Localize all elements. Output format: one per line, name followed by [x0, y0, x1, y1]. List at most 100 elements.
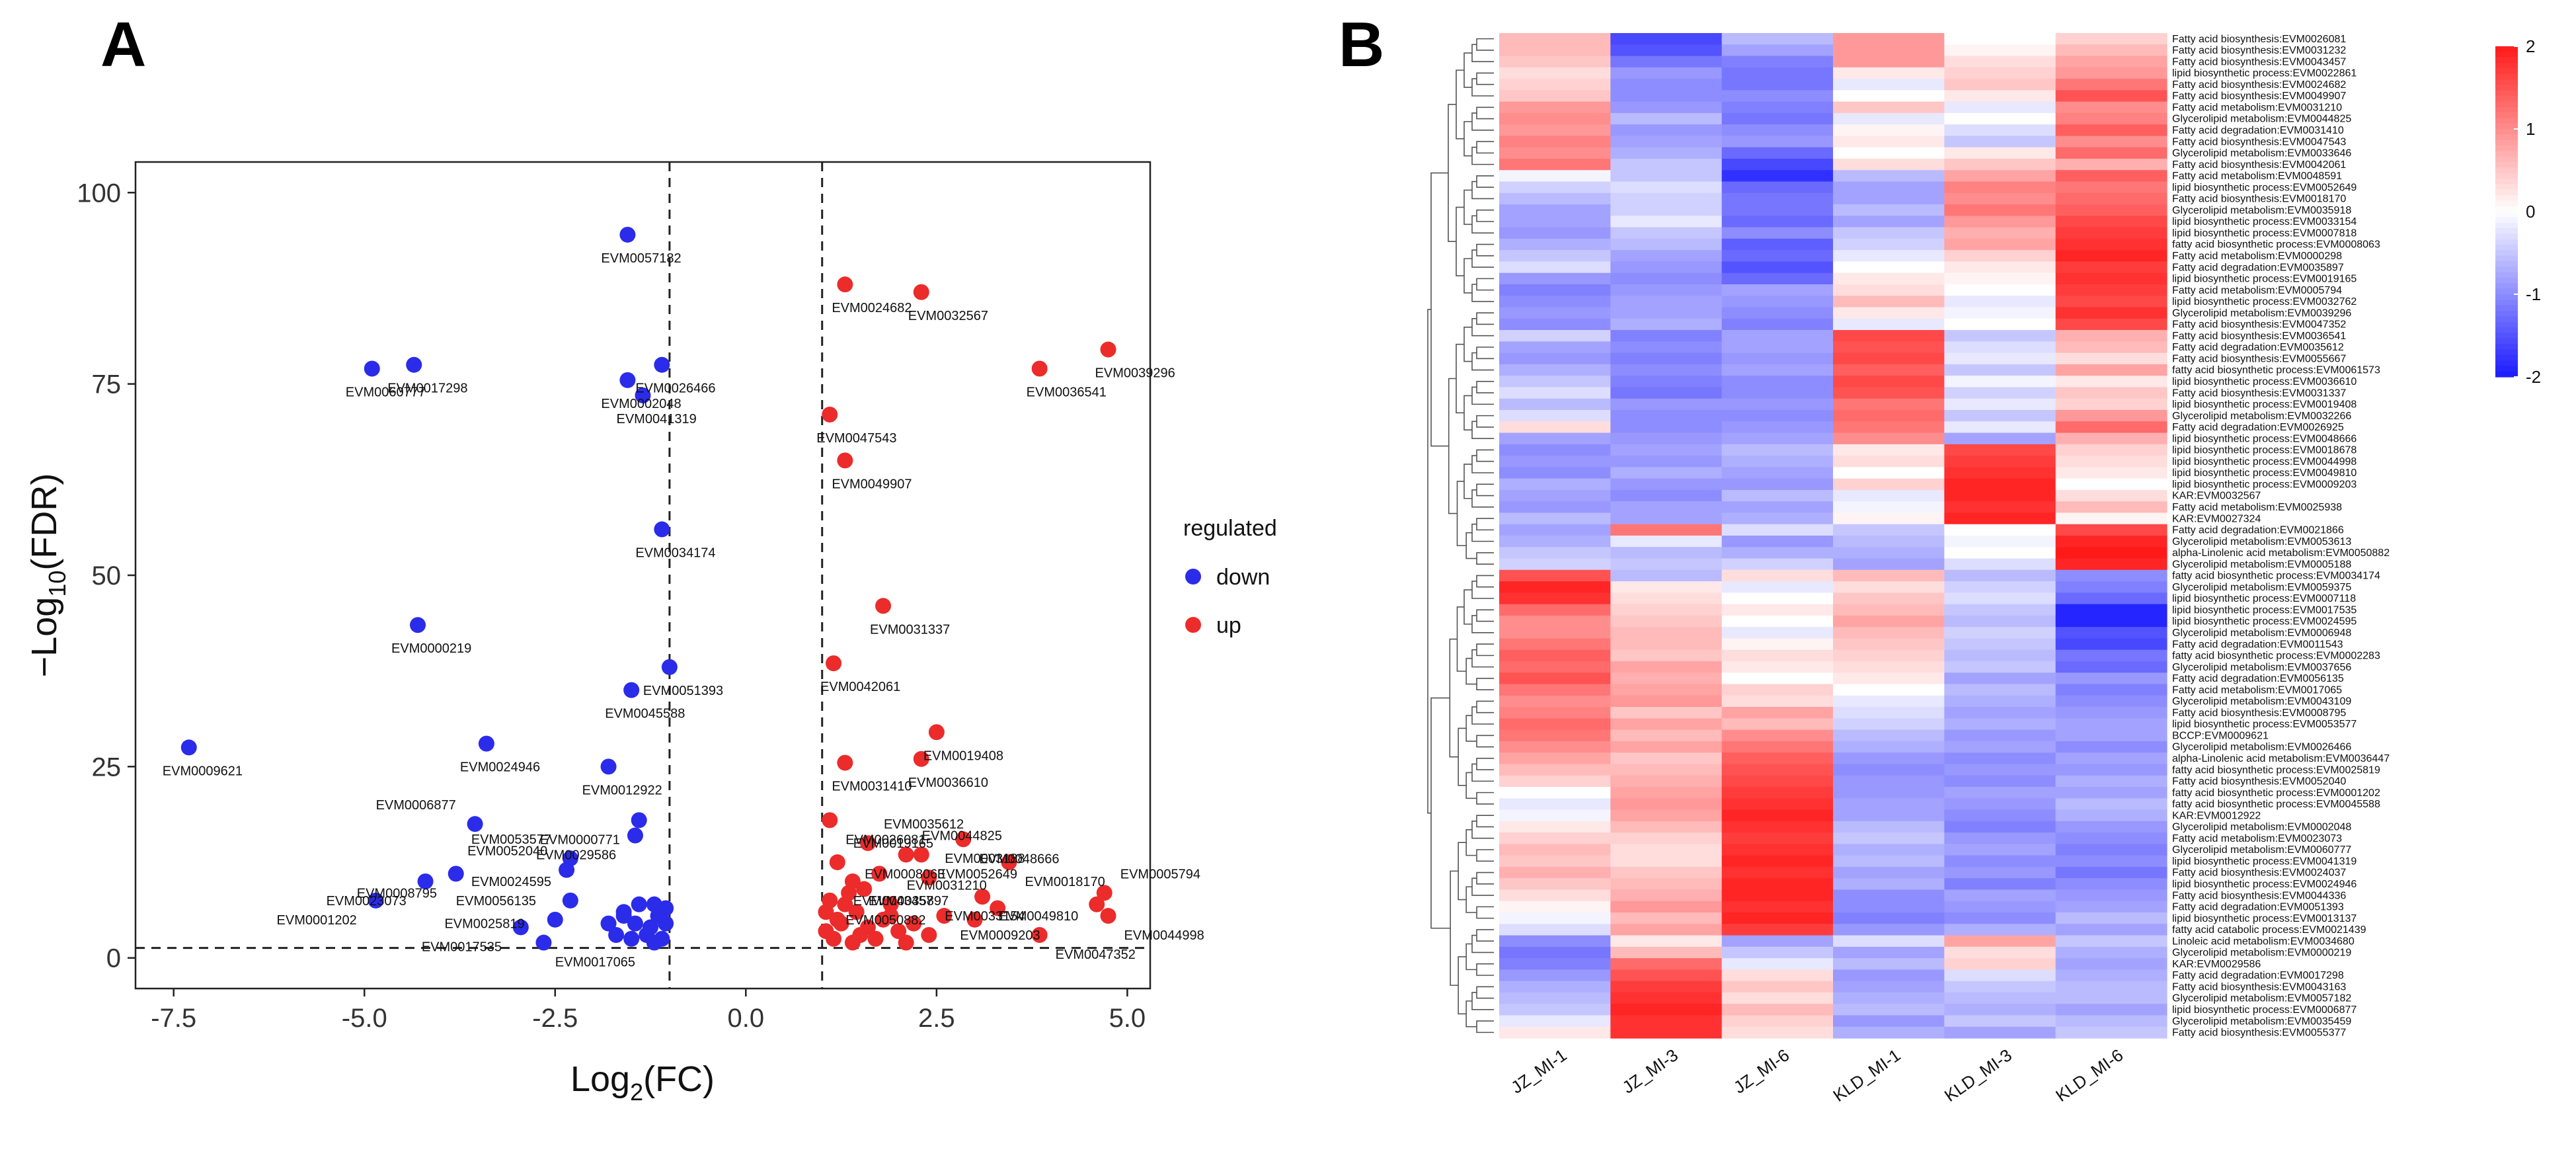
- heatmap-cell: [1610, 501, 1723, 514]
- dendrogram-branch: [1471, 284, 1494, 302]
- heatmap-cell: [1610, 512, 1723, 525]
- heatmap-cell: [1944, 376, 2056, 388]
- heatmap-cell: [1721, 844, 1834, 856]
- heatmap-cell: [1833, 330, 1945, 342]
- colorbar-step: [2495, 162, 2518, 168]
- heatmap-cell: [1721, 501, 1834, 514]
- heatmap-cell: [1721, 592, 1834, 605]
- dendrogram-branch: [1476, 575, 1494, 588]
- heatmap-cell: [2055, 821, 2167, 833]
- colorbar-step: [2495, 73, 2518, 80]
- heatmap-cell: [1721, 204, 1834, 216]
- heatmap-cell: [1944, 901, 2056, 913]
- heatmap-cell: [2055, 524, 2167, 536]
- y-axis-ticks: 0 25 50 75 100: [77, 179, 136, 973]
- row-label: Fatty acid biosynthesis:EVM0043457: [2172, 56, 2346, 67]
- heatmap-cell: [1610, 170, 1723, 182]
- heatmap-cell: [2055, 227, 2167, 239]
- heatmap-cell: [2055, 741, 2167, 753]
- heatmap-cell: [1944, 489, 2056, 502]
- heatmap-cell: [1944, 261, 2056, 274]
- heatmap-cell: [1499, 821, 1611, 833]
- dendrogram-branch: [1476, 609, 1494, 622]
- heatmap-cell: [2055, 924, 2167, 936]
- point-label: EVM0005794: [1120, 867, 1200, 881]
- heatmap-cell: [1721, 67, 1834, 79]
- legend-title: regulated: [1183, 516, 1277, 541]
- point-label: EVM0042061: [820, 680, 900, 694]
- heatmap-cell: [1499, 341, 1611, 354]
- heatmap-cell: [1944, 924, 2056, 936]
- heatmap-cell: [1833, 432, 1945, 445]
- heatmap-cell: [1721, 478, 1834, 491]
- heatmap-cell: [1721, 364, 1834, 376]
- colorbar-step: [2495, 338, 2518, 344]
- heatmap-cell: [1610, 136, 1723, 148]
- heatmap-cell: [1944, 1004, 2056, 1016]
- down-regulated-point: [615, 908, 632, 924]
- heatmap-cell: [1499, 901, 1611, 913]
- point-label: EVM0025819: [444, 917, 524, 932]
- heatmap-cell: [1944, 272, 2056, 285]
- heatmap-cell: [1721, 638, 1834, 651]
- heatmap-cell: [1721, 489, 1834, 502]
- row-label: lipid biosynthetic process:EVM0048666: [2172, 433, 2357, 444]
- heatmap-cell: [1499, 261, 1611, 274]
- heatmap-cell: [1721, 798, 1834, 811]
- point-label: EVM0057182: [601, 251, 681, 266]
- heatmap-cell: [1944, 832, 2056, 844]
- y-tick-label: 0: [106, 944, 121, 973]
- heatmap-cell: [2055, 272, 2167, 285]
- dendrogram-branch: [1476, 986, 1494, 999]
- heatmap-cell: [1833, 832, 1945, 844]
- heatmap-cell: [2055, 398, 2167, 411]
- heatmap-cell: [1499, 489, 1611, 502]
- heatmap-cell: [1499, 684, 1611, 696]
- heatmap-cell: [2055, 67, 2167, 79]
- heatmap-cell: [1610, 604, 1723, 616]
- heatmap-cell: [1721, 421, 1834, 434]
- heatmap-cell: [2055, 718, 2167, 731]
- down-regulated-point: [448, 866, 464, 882]
- up-regulated-point: [955, 831, 972, 848]
- heatmap-cell: [1721, 79, 1834, 91]
- heatmap-cell: [1610, 718, 1723, 731]
- heatmap-cell: [1833, 718, 1945, 731]
- row-label: lipid biosynthetic process:EVM0044998: [2172, 456, 2357, 467]
- heatmap-cell: [1944, 649, 2056, 662]
- heatmap-cell: [2055, 878, 2167, 891]
- heatmap-cell: [2055, 467, 2167, 479]
- row-label: lipid biosynthetic process:EVM0006877: [2172, 1004, 2357, 1016]
- dendrogram-branch: [1471, 455, 1494, 473]
- heatmap-cell: [1499, 992, 1611, 1004]
- heatmap-cell: [1833, 33, 1945, 45]
- heatmap-cell: [1610, 775, 1723, 788]
- point-label: EVM0000771: [540, 832, 620, 847]
- point-label: EVM0006877: [376, 798, 456, 813]
- row-label: fatty acid biosynthetic process:EVM00455…: [2172, 799, 2380, 810]
- colorbar-step: [2495, 96, 2518, 102]
- heatmap-cell: [1499, 296, 1611, 308]
- colorbar-step: [2495, 145, 2518, 151]
- point-label: EVM0024946: [460, 760, 540, 775]
- legend-down-marker: [1185, 569, 1201, 585]
- point-label: EVM0031210: [907, 879, 987, 893]
- point-label: EVM0052649: [937, 867, 1017, 881]
- legend-up-marker: [1185, 617, 1201, 633]
- heatmap-cell: [1833, 250, 1945, 263]
- heatmap-cell: [2055, 604, 2167, 616]
- dendrogram-branch: [1465, 772, 1477, 799]
- heatmap-cell: [1610, 44, 1723, 57]
- heatmap-cell: [2055, 489, 2167, 502]
- row-label: Fatty acid biosynthesis:EVM0042061: [2172, 159, 2346, 171]
- down-regulated-point: [639, 926, 655, 943]
- heatmap-cell: [1944, 695, 2056, 708]
- down-regulated-point: [631, 896, 647, 912]
- heatmap-cell: [1721, 604, 1834, 616]
- heatmap-cell: [1499, 238, 1611, 251]
- row-label: fatty acid biosynthetic process:EVM00012…: [2172, 788, 2380, 799]
- heatmap-cell: [1721, 272, 1834, 285]
- heatmap-cell: [1499, 124, 1611, 137]
- heatmap-cell: [1499, 844, 1611, 856]
- heatmap-cell: [1610, 969, 1723, 982]
